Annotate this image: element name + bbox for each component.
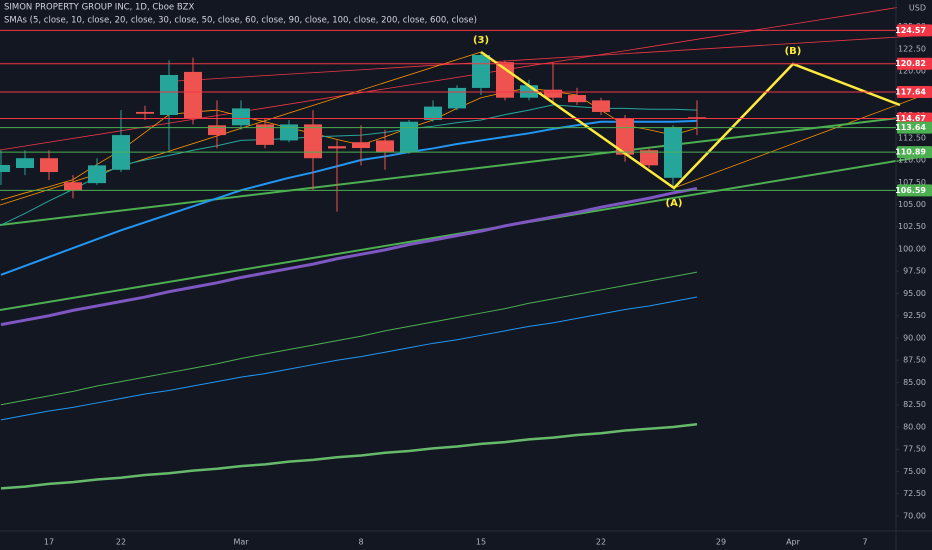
trend-line [673, 91, 932, 189]
candle-body [136, 111, 154, 114]
y-tick-label: 120.00 [898, 67, 926, 76]
candle-body [280, 124, 298, 141]
candle-body [328, 146, 346, 149]
sma-line [0, 119, 698, 276]
price-label: 106.59 [895, 186, 926, 195]
wave-label: (B) [785, 46, 802, 57]
candle-body [376, 140, 394, 152]
trend-line [0, 1, 932, 151]
y-tick-label: 122.50 [898, 44, 926, 53]
candle-body [0, 164, 10, 173]
y-tick-label: 80.00 [903, 422, 926, 431]
y-tick-label: 92.50 [903, 311, 926, 320]
candle-body [472, 54, 490, 88]
sma-line [0, 423, 698, 490]
candle-body [16, 158, 34, 169]
sma-line [0, 271, 698, 406]
y-tick-label: 77.50 [903, 445, 926, 454]
y-tick-label: 107.50 [898, 178, 926, 187]
candle-body [40, 158, 58, 173]
candle-body [304, 124, 322, 159]
y-tick-label: 85.00 [903, 378, 926, 387]
candle-body [424, 106, 442, 120]
y-tick-label: 105.00 [898, 200, 926, 209]
trend-line [159, 34, 932, 83]
price-label: 124.57 [895, 26, 926, 35]
candle-body [352, 142, 370, 148]
x-tick-label: 22 [116, 538, 126, 547]
candle-body [232, 108, 250, 126]
indicator-legend: SMAs (5, close, 10, close, 20, close, 30… [4, 16, 477, 26]
y-tick-label: 87.50 [903, 356, 926, 365]
y-tick-label: 75.00 [903, 467, 926, 476]
candle-body [256, 124, 274, 145]
x-tick-label: 29 [716, 538, 726, 547]
y-tick-label: 110.00 [898, 156, 926, 165]
y-tick-label: 102.50 [898, 222, 926, 231]
price-label-box [897, 57, 932, 70]
price-label: 110.89 [895, 148, 926, 157]
price-label: 120.82 [895, 59, 926, 68]
y-tick-label: 97.50 [903, 267, 926, 276]
y-tick-label: 90.00 [903, 333, 926, 342]
y-tick-label: 112.50 [898, 133, 926, 142]
x-tick-label: Apr [786, 538, 801, 547]
wave-label: (3) [473, 35, 489, 46]
x-tick-label: 7 [862, 538, 867, 547]
x-tick-label: 22 [596, 538, 606, 547]
candle-body [640, 150, 658, 166]
price-label: 114.67 [895, 114, 926, 123]
x-tick-label: 17 [44, 538, 54, 547]
candle-body [592, 100, 610, 112]
price-label-box [897, 146, 932, 159]
price-label-box [897, 86, 932, 99]
candle-body [400, 121, 418, 152]
price-label: 117.64 [895, 88, 926, 97]
y-tick-label: 100.00 [898, 244, 926, 253]
y-tick-label: 70.00 [903, 511, 926, 520]
x-tick-label: 8 [358, 538, 363, 547]
y-tick-label: 95.00 [903, 289, 926, 298]
currency-bg [897, 0, 932, 14]
candle-body [64, 182, 82, 191]
wave-line [480, 50, 901, 190]
price-label-box [897, 184, 932, 197]
chart-title: SIMON PROPERTY GROUP INC, 1D, Cboe BZX [4, 3, 194, 13]
candle-body [208, 125, 226, 136]
candle-body [184, 71, 202, 119]
currency: USD [909, 4, 926, 13]
price-label-box [897, 24, 932, 37]
candle-body [160, 75, 178, 115]
sma-line [0, 187, 698, 327]
candle-body [448, 87, 466, 109]
y-tick-label: 72.50 [903, 489, 926, 498]
sma-line [0, 296, 698, 421]
x-tick-label: Mar [233, 538, 249, 547]
price-label-box [897, 112, 932, 125]
wave-label: (A) [666, 198, 683, 209]
y-tick-label: 82.50 [903, 400, 926, 409]
candle-body [88, 165, 106, 184]
trend-line [0, 113, 932, 226]
price-label-box [897, 121, 932, 134]
candle-body [544, 89, 562, 98]
candle-body [568, 95, 586, 103]
x-tick-label: 15 [476, 538, 486, 547]
price-label: 113.64 [895, 123, 926, 132]
